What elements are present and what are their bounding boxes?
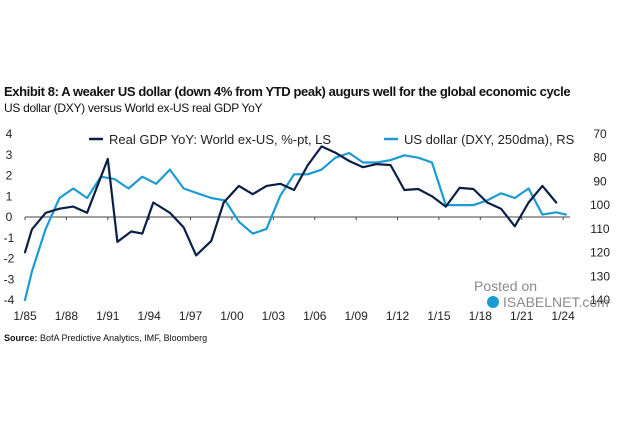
x-tick-label: 1/06	[303, 309, 327, 323]
chart-subtitle: US dollar (DXY) versus World ex-US real …	[4, 101, 263, 115]
x-tick-label: 1/97	[179, 309, 203, 323]
source-label: Source:	[4, 333, 38, 343]
right-tick-label: 140	[590, 293, 610, 307]
left-axis-ticks: -4 -3 -2 -1 0 1 2 3 4	[4, 127, 15, 307]
watermark-logo-icon	[487, 296, 499, 308]
right-axis-ticks: 140 130 120 110 100 90 80 70	[590, 127, 610, 307]
legend-gdp-label: Real GDP YoY: World ex-US, %-pt, LS	[109, 132, 331, 147]
left-tick-label: -3	[4, 272, 15, 286]
x-axis-ticks: 1/85 1/88 1/91 1/94 1/97 1/00 1/03 1/06 1/09 1/12…	[13, 217, 575, 323]
left-tick-label: -4	[4, 293, 15, 307]
x-tick-label: 1/24	[551, 309, 575, 323]
right-tick-label: 120	[590, 246, 610, 260]
watermark-posted-on: Posted on	[474, 278, 537, 294]
legend: Real GDP YoY: World ex-US, %-pt, LS US d…	[89, 132, 575, 147]
x-tick-label: 1/94	[137, 309, 161, 323]
x-tick-label: 1/03	[262, 309, 286, 323]
x-tick-label: 1/12	[386, 309, 410, 323]
x-tick-label: 1/91	[96, 309, 120, 323]
x-tick-label: 1/09	[344, 309, 368, 323]
source-text: BofA Predictive Analytics, IMF, Bloomber…	[40, 333, 208, 343]
gdp-line	[23, 145, 558, 257]
left-tick-label: 4	[6, 127, 13, 141]
x-tick-label: 1/21	[510, 309, 534, 323]
right-tick-label: 100	[590, 198, 610, 212]
chart-title: Exhibit 8: A weaker US dollar (down 4% f…	[4, 84, 571, 99]
x-tick-label: 1/18	[469, 309, 493, 323]
x-tick-label: 1/85	[13, 309, 37, 323]
watermark-site: ISABELNET.com	[503, 294, 609, 310]
left-tick-label: 2	[6, 169, 13, 183]
right-tick-label: 80	[593, 151, 607, 165]
right-tick-label: 110	[590, 222, 609, 236]
left-tick-label: 1	[6, 189, 13, 203]
x-tick-label: 1/15	[427, 309, 451, 323]
right-tick-label: 130	[590, 269, 610, 283]
legend-dxy-label: US dollar (DXY, 250dma), RS	[404, 132, 575, 147]
right-tick-label: 70	[593, 127, 607, 141]
left-tick-label: -1	[4, 231, 15, 245]
source-note: Source: BofA Predictive Analytics, IMF, …	[4, 333, 207, 343]
left-tick-label: 0	[6, 210, 13, 224]
series-lines	[23, 145, 568, 302]
left-tick-label: 3	[6, 148, 13, 162]
x-tick-label: 1/88	[55, 309, 79, 323]
watermark: Posted on ISABELNET.com	[474, 278, 609, 310]
x-tick-label: 1/00	[220, 309, 244, 323]
left-tick-label: -2	[4, 252, 15, 266]
right-tick-label: 90	[593, 174, 607, 188]
